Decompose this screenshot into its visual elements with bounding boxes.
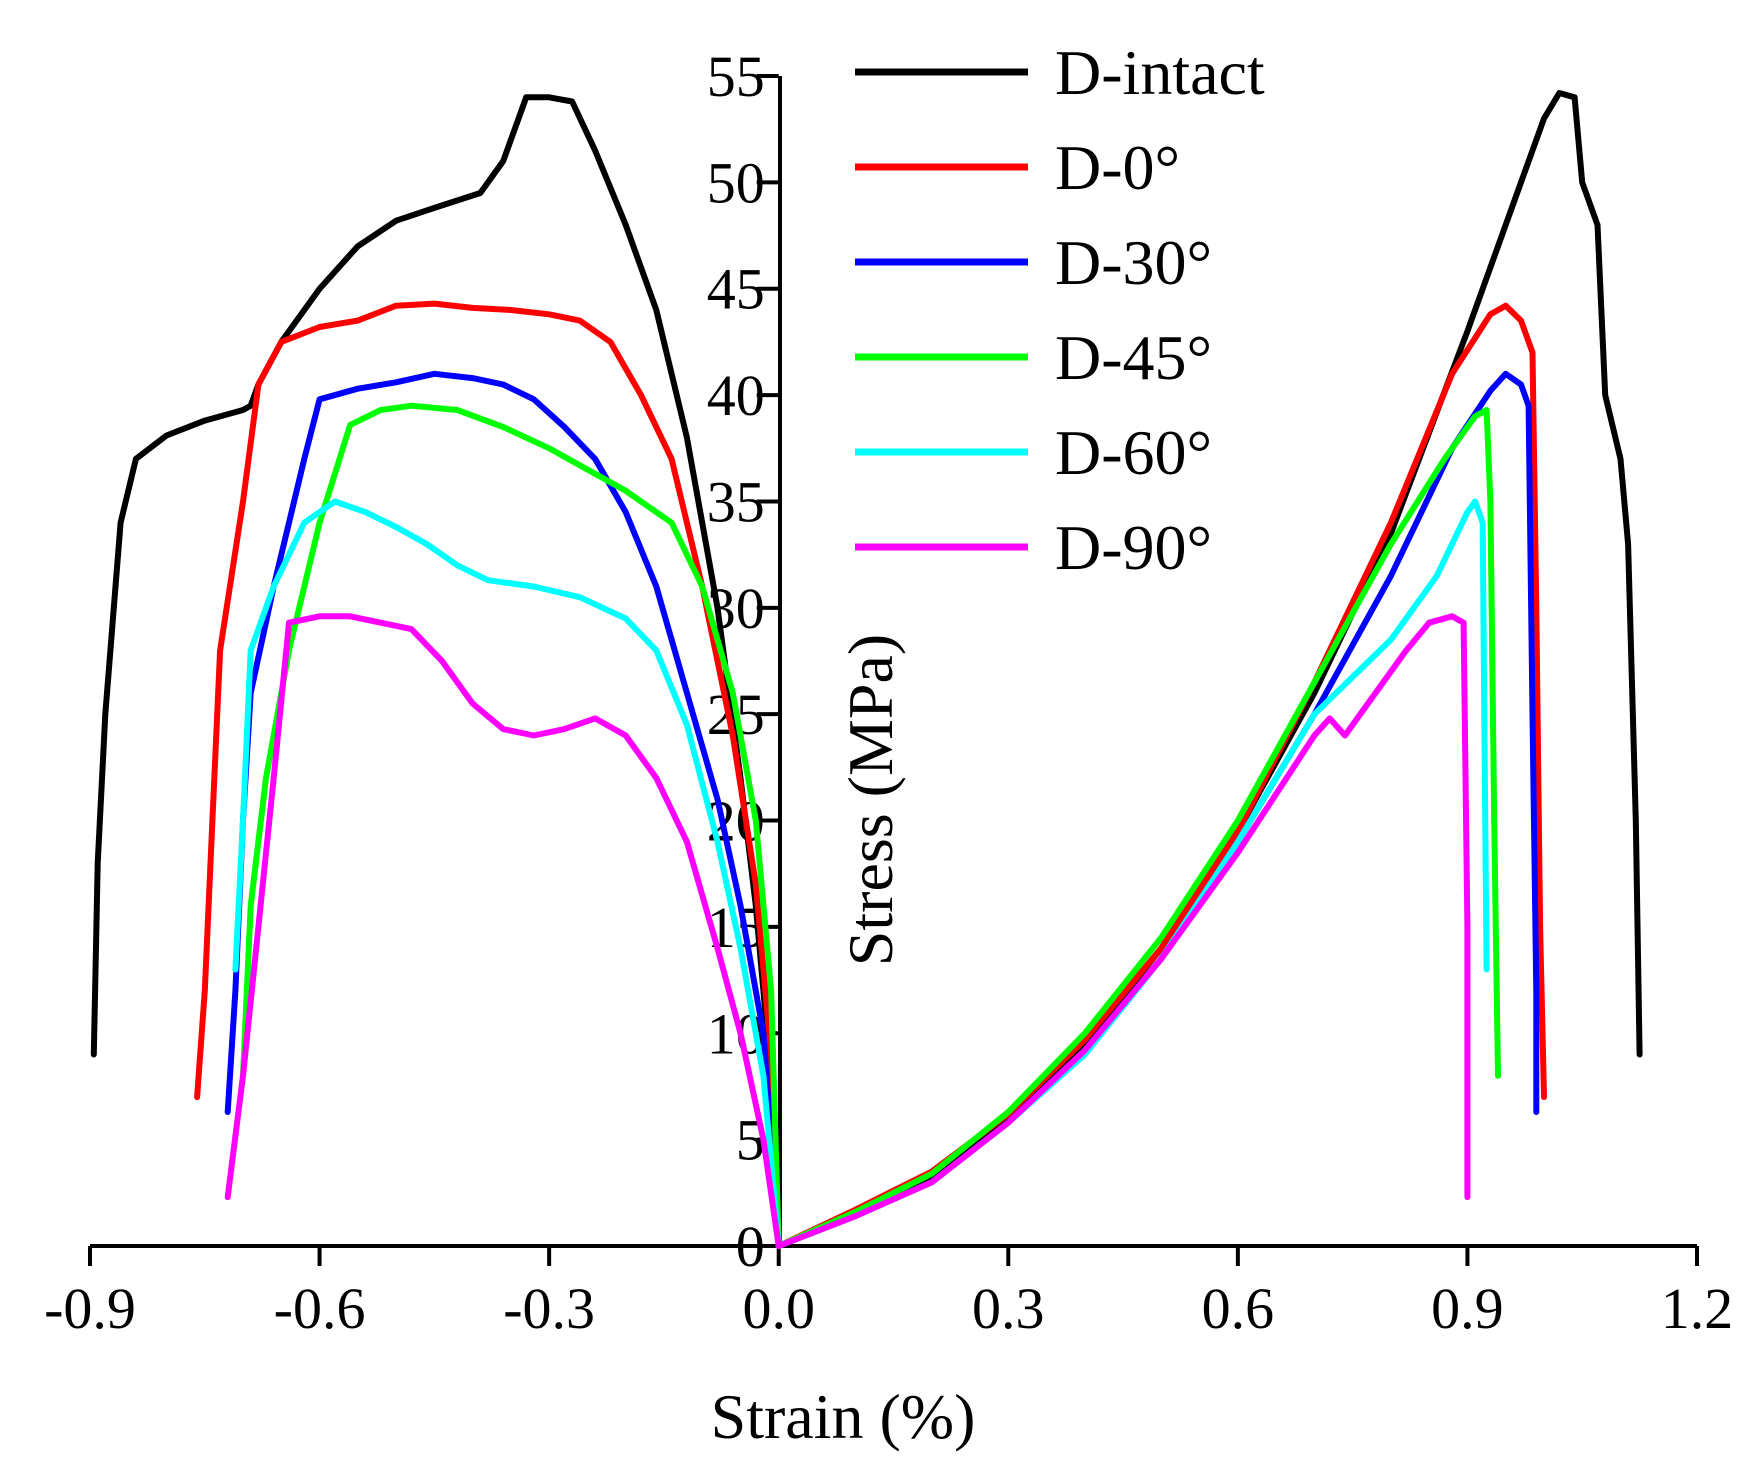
axes: -0.9 -0.6 -0.3 0.0 0.3 0.6 0.9 1.2 051015202530… [44, 44, 1733, 1341]
x-tick-label: 0.9 [1431, 1276, 1504, 1341]
y-tick-label: 45 [707, 257, 765, 322]
x-tick-label: 0.3 [972, 1276, 1045, 1341]
series-d-0-lateral-line [194, 300, 782, 1249]
series-group [90, 90, 1643, 1249]
x-tick-label: 0.0 [742, 1276, 815, 1341]
series-d-90-lateral-line [224, 613, 782, 1249]
series-d-intact-axial-line [775, 90, 1643, 1249]
legend-label-d-90: D-90° [1055, 512, 1212, 583]
y-tick-label: 40 [707, 363, 765, 428]
series-d-45-lateral-line [240, 402, 782, 1249]
x-tick-label: 1.2 [1661, 1276, 1734, 1341]
y-tick-label: 0 [736, 1214, 765, 1279]
x-ticks: -0.9 -0.6 -0.3 0.0 0.3 0.6 0.9 1.2 [44, 1246, 1733, 1341]
series-d-45-axial-line [775, 407, 1501, 1249]
legend-label-d-30: D-30° [1055, 227, 1212, 298]
x-tick-label: 0.6 [1202, 1276, 1275, 1341]
x-tick-label: -0.9 [44, 1276, 136, 1341]
legend-label-d-60: D-60° [1055, 417, 1212, 488]
legend-label-d-45: D-45° [1055, 322, 1212, 393]
y-tick-label: 50 [707, 150, 765, 215]
legend-label-d-0: D-0° [1055, 132, 1180, 203]
x-tick-label: -0.6 [274, 1276, 366, 1341]
y-tick-label: 35 [707, 469, 765, 534]
series-d-90-axial-line [775, 613, 1471, 1249]
x-tick-label: -0.3 [503, 1276, 595, 1341]
series-d-60-lateral-line [232, 498, 782, 1249]
y-tick-label: 55 [707, 44, 765, 109]
legend: D-intact D-0° D-30° D-45° D-60° D-90° [855, 37, 1265, 583]
series-d-intact-lateral-line [90, 94, 782, 1249]
y-axis-title: Stress (MPa) [835, 634, 906, 966]
series-d-30-lateral-line [224, 370, 782, 1249]
x-axis-title: Strain (%) [711, 1381, 976, 1452]
legend-label-d-intact: D-intact [1055, 37, 1265, 108]
